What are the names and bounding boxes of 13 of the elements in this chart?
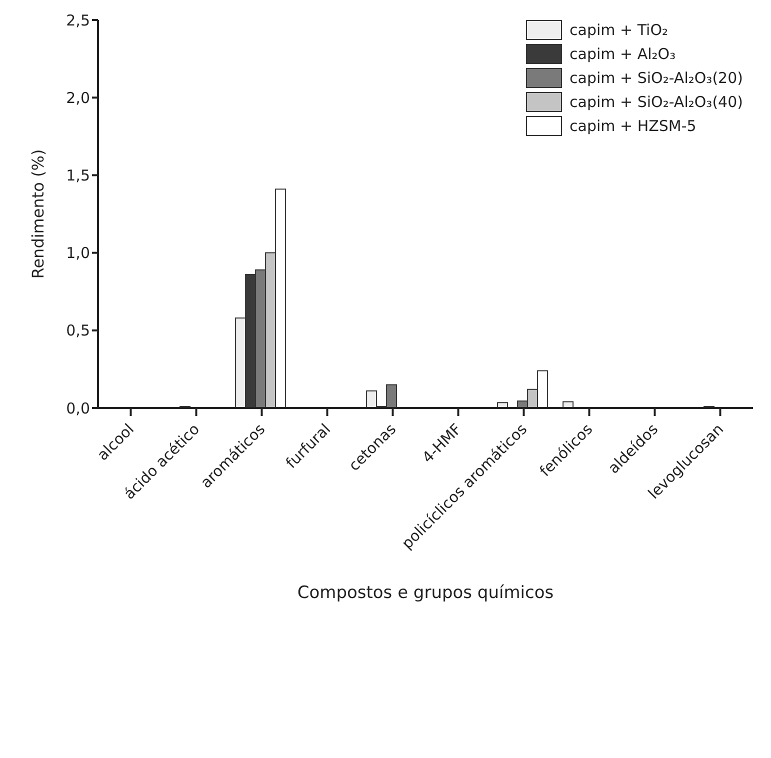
- y-tick-label: 2,5: [66, 11, 90, 30]
- legend-label: capim + SiO₂-Al₂O₃(20): [570, 69, 743, 87]
- y-axis-title: Rendimento (%): [28, 149, 48, 279]
- y-tick-label: 1,5: [66, 166, 90, 185]
- y-tick-label: 1,0: [66, 244, 90, 262]
- legend-label: capim + TiO₂: [570, 21, 668, 39]
- legend-label: capim + Al₂O₃: [570, 45, 676, 63]
- y-tick-label: 2,0: [66, 88, 90, 107]
- y-tick-label: 0,0: [66, 399, 90, 418]
- x-axis-title: Compostos e grupos químicos: [297, 583, 554, 603]
- y-tick-label: 0,5: [66, 322, 90, 340]
- legend-label: capim + SiO₂-Al₂O₃(40): [570, 93, 743, 111]
- legend-label: capim + HZSM-5: [570, 117, 696, 135]
